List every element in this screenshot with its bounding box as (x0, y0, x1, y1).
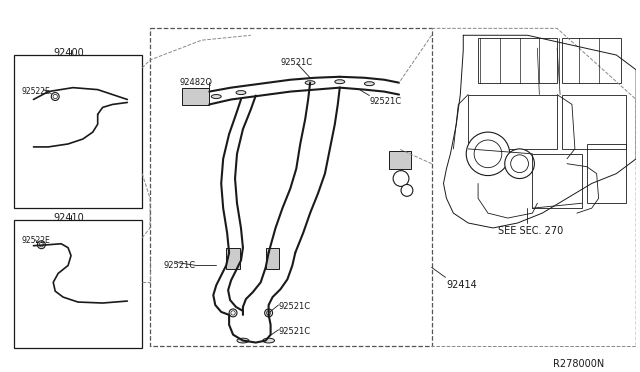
Ellipse shape (262, 338, 275, 343)
Text: 92522E: 92522E (22, 236, 51, 245)
Circle shape (51, 93, 59, 100)
Text: 92521C: 92521C (369, 96, 401, 106)
Text: 92521C: 92521C (164, 260, 196, 270)
Bar (13, 55, 142, 208)
Circle shape (511, 155, 529, 173)
Circle shape (474, 140, 502, 168)
Text: 92482Q: 92482Q (180, 78, 212, 87)
Bar (562, 94, 627, 149)
Bar (13, 220, 142, 349)
Text: 92400: 92400 (53, 48, 84, 58)
Circle shape (37, 241, 45, 249)
Bar (389, 151, 411, 169)
Text: SEE SEC. 270: SEE SEC. 270 (498, 226, 563, 236)
Text: 92414: 92414 (447, 280, 477, 290)
Ellipse shape (236, 91, 246, 94)
Circle shape (505, 149, 534, 179)
Bar (150, 28, 431, 346)
Ellipse shape (211, 94, 221, 99)
Circle shape (466, 132, 509, 176)
Text: R278000N: R278000N (553, 359, 604, 369)
Bar (562, 38, 621, 83)
Ellipse shape (364, 82, 374, 86)
Text: 92521C: 92521C (278, 302, 310, 311)
Bar (478, 38, 557, 83)
Text: 92521C: 92521C (280, 58, 312, 67)
Circle shape (265, 309, 273, 317)
Text: 92410: 92410 (53, 213, 84, 223)
Text: 92521C: 92521C (278, 327, 310, 336)
Circle shape (401, 185, 413, 196)
Bar (266, 248, 280, 269)
Bar (587, 144, 627, 203)
Ellipse shape (335, 80, 345, 84)
Bar (226, 248, 240, 269)
Ellipse shape (237, 338, 249, 343)
Bar (532, 154, 582, 208)
Circle shape (229, 309, 237, 317)
Bar (468, 94, 557, 149)
Circle shape (393, 171, 409, 186)
Bar (182, 88, 209, 105)
Text: 92522E: 92522E (22, 87, 51, 96)
Ellipse shape (305, 81, 315, 85)
